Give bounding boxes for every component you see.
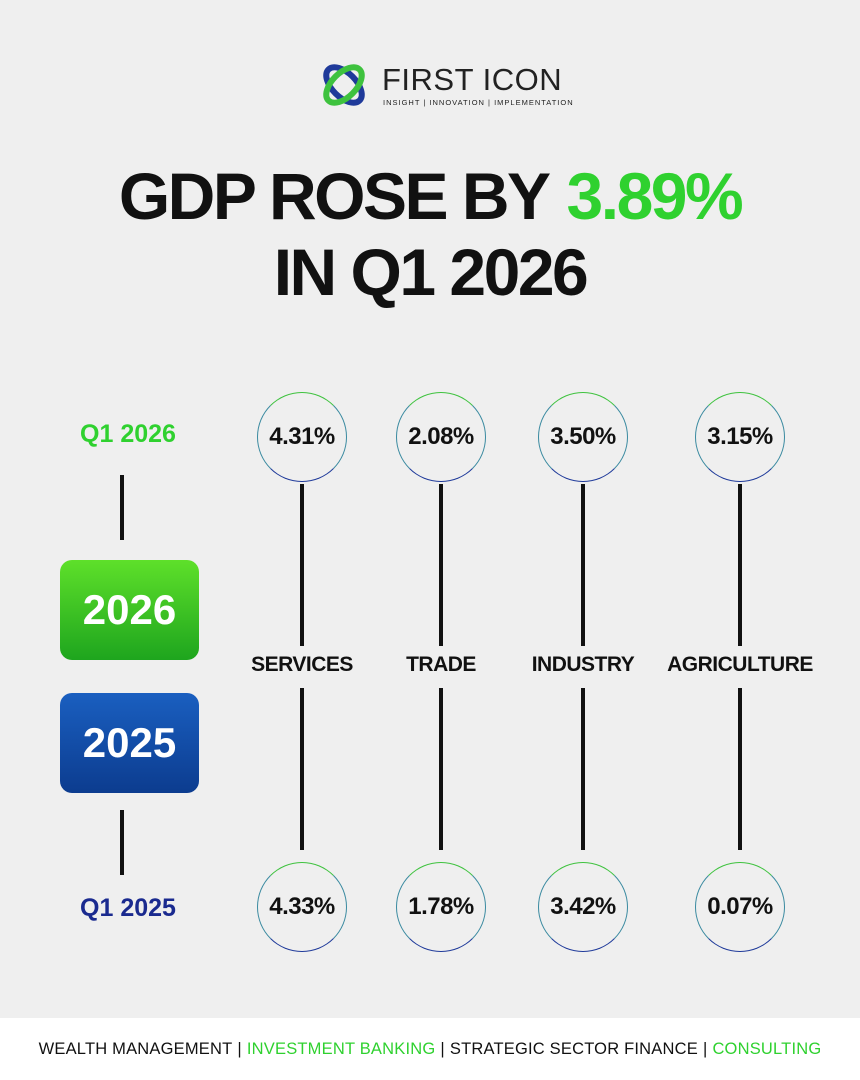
connector — [581, 484, 585, 646]
connector — [300, 688, 304, 850]
value-circle: 4.33% — [257, 862, 347, 952]
footer-separator: | — [440, 1039, 445, 1058]
connector — [120, 475, 124, 540]
connector — [439, 688, 443, 850]
footer-separator: | — [702, 1039, 708, 1058]
footer-item: STRATEGIC SECTOR FINANCE — [449, 1039, 698, 1058]
connector — [581, 688, 585, 850]
sector-name: AGRICULTURE — [667, 653, 813, 676]
footer: WEALTH MANAGEMENT | INVESTMENT BANKING | STR… — [0, 1018, 860, 1080]
headline-highlight: 3.89% — [566, 159, 744, 233]
sector-name: INDUSTRY — [531, 653, 635, 676]
footer-item: INVESTMENT BANKING — [246, 1039, 436, 1058]
connector — [439, 484, 443, 646]
logo-icon — [323, 64, 365, 106]
value-circle: 2.08% — [396, 392, 486, 482]
sector-name: SERVICES — [251, 653, 353, 676]
value-circle: 0.07% — [695, 862, 785, 952]
year-box: 2025 — [60, 693, 199, 793]
row-label: Q1 2026 — [80, 420, 176, 448]
headline: GDP ROSE BY 3.89% — [0, 158, 860, 234]
value-circle: 3.42% — [538, 862, 628, 952]
connector — [300, 484, 304, 646]
row-label: Q1 2025 — [80, 894, 176, 922]
value-circle: 3.50% — [538, 392, 628, 482]
value-circle: 1.78% — [396, 862, 486, 952]
value-circle: 3.15% — [695, 392, 785, 482]
logo-name: FIRST ICON — [382, 62, 563, 97]
connector — [738, 484, 742, 646]
footer-separator: | — [237, 1039, 242, 1058]
sector-name: TRADE — [406, 653, 476, 676]
footer-item: WEALTH MANAGEMENT — [38, 1039, 233, 1058]
headline-line2: IN Q1 2026 — [273, 235, 589, 309]
value-circle: 4.31% — [257, 392, 347, 482]
connector — [120, 810, 124, 875]
connector — [738, 688, 742, 850]
headline-lead: GDP ROSE BY — [118, 159, 551, 233]
year-box: 2026 — [60, 560, 199, 660]
logo-tagline: INSIGHT | INNOVATION | IMPLEMENTATION — [383, 98, 574, 107]
footer-item: CONSULTING — [712, 1039, 822, 1058]
